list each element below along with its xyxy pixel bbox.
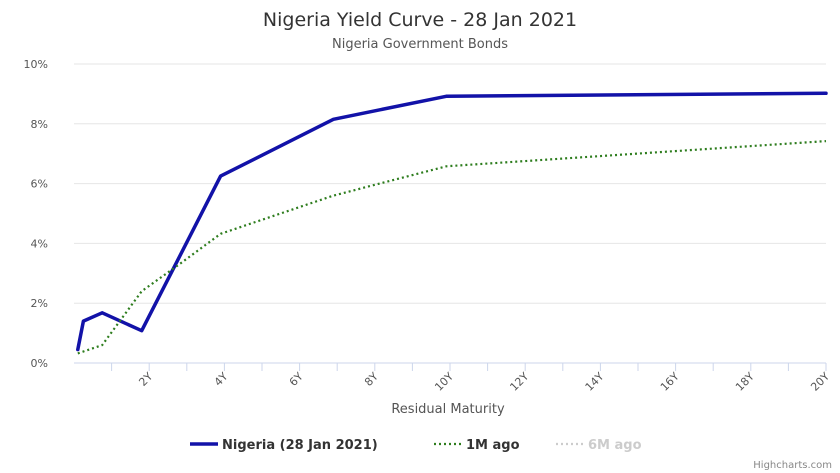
x-tick-label: 18Y — [733, 370, 757, 394]
legend-item-label[interactable]: 1M ago — [466, 438, 520, 453]
x-tick-label: 12Y — [507, 370, 531, 394]
x-tick-label: 10Y — [432, 370, 456, 394]
x-axis-ticks: 2Y 4Y 6Y 8Y 10Y 12Y 14Y 16Y 18Y 20Y — [111, 363, 832, 394]
legend-item-label[interactable]: Nigeria (28 Jan 2021) — [222, 438, 378, 453]
y-tick-label: 8% — [31, 118, 48, 131]
series-lines — [76, 91, 828, 355]
x-tick-label: 20Y — [808, 370, 832, 394]
series-line-1[interactable] — [76, 91, 828, 352]
x-tick-label: 2Y — [136, 370, 155, 389]
x-axis-title: Residual Maturity — [391, 402, 505, 417]
y-tick-label: 0% — [31, 357, 48, 370]
chart-title: Nigeria Yield Curve - 28 Jan 2021 — [263, 9, 577, 31]
grid-lines — [74, 63, 826, 304]
y-tick-label: 2% — [31, 297, 48, 310]
y-axis-ticks: 0% 2% 4% 6% 8% 10% — [24, 58, 48, 370]
x-tick-label: 6Y — [287, 370, 306, 389]
y-tick-label: 6% — [31, 178, 48, 191]
series-line-2[interactable] — [77, 140, 827, 355]
x-tick-label: 14Y — [583, 370, 607, 394]
credit-link[interactable]: Highcharts.com — [753, 460, 832, 471]
x-tick-label: 8Y — [362, 370, 381, 389]
y-tick-label: 10% — [24, 58, 48, 71]
legend-item-label[interactable]: 6M ago — [588, 438, 642, 453]
x-tick-label: 4Y — [212, 370, 231, 389]
x-tick-label: 16Y — [658, 370, 682, 394]
y-tick-label: 4% — [31, 237, 48, 250]
legend: Nigeria (28 Jan 2021) 1M ago 6M ago — [190, 438, 642, 453]
chart-subtitle: Nigeria Government Bonds — [332, 37, 508, 52]
